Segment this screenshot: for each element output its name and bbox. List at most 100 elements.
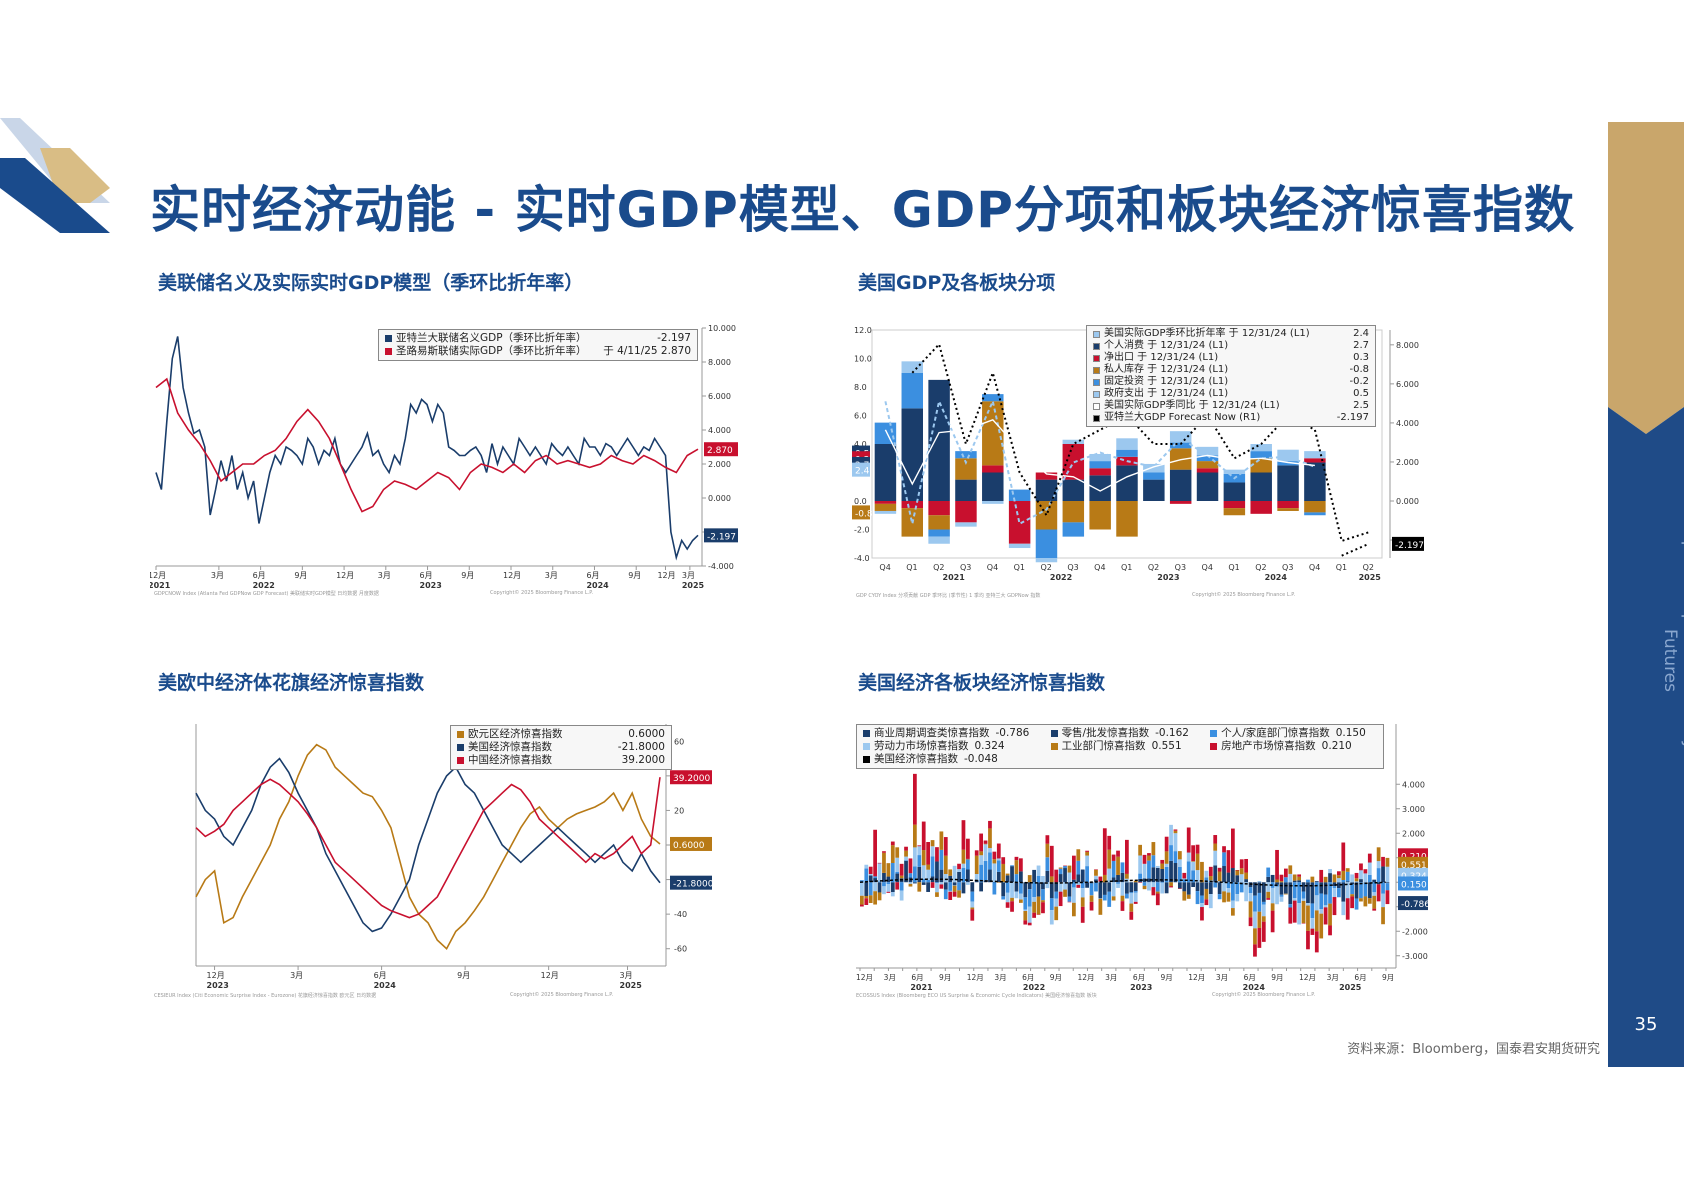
chart4-bar-2 (1191, 861, 1196, 871)
chart4-bar-1 (1133, 891, 1138, 893)
chart2-bar-0 (955, 479, 977, 501)
chart4-bar-4 (1102, 828, 1107, 875)
chart4-bar-0 (1253, 882, 1257, 896)
chart4-bar-4 (1257, 927, 1262, 948)
chart4-legend-value: 0.324 (974, 740, 1005, 752)
chart4-legend-name: 美国经济惊喜指数 (874, 753, 958, 765)
chart4-bar-0 (1213, 865, 1218, 883)
chart4-bar-2 (1014, 891, 1019, 899)
chart4-bar-2 (1155, 865, 1160, 868)
chart2-legend-item: 私人库存 于 12/31/24 (L1) -0.8 (1093, 364, 1369, 376)
chart2: 12.010.08.06.04.02.00.0-2.0-4.08.0006.00… (852, 318, 1440, 600)
chart4-bar-2 (1005, 892, 1010, 903)
chart4-xtick-label: 12月 (967, 973, 984, 982)
chart4-bar-4 (1195, 844, 1200, 854)
chart4-bar-3 (926, 864, 931, 870)
chart4-bar-3 (939, 831, 944, 850)
chart1-xtick-label: 12月 (336, 571, 354, 580)
chart4-bar-2 (1310, 918, 1315, 929)
chart4-xtick-label: 3月 (1105, 973, 1117, 982)
chart1-ytick-label: -4.000 (708, 562, 734, 571)
chart4-last-value-label-3: 0.150 (1401, 880, 1427, 890)
chart4-bar-3 (948, 869, 953, 876)
chart4-bar-2 (1049, 910, 1054, 925)
chart4-bar-3 (913, 824, 917, 848)
chart4-bar-4 (1266, 898, 1271, 900)
chart4-bar-1 (1284, 877, 1288, 883)
chart4-bar-0 (1345, 881, 1350, 883)
chart4-bar-4 (935, 847, 939, 862)
chart4-bar-2 (1381, 893, 1385, 908)
chart4-bar-3 (1288, 865, 1293, 874)
chart4-bar-0 (1270, 874, 1275, 883)
chart4-bar-4 (1367, 853, 1372, 863)
chart2-bar-1 (1250, 501, 1272, 514)
chart2-bar-4 (1062, 439, 1085, 444)
chart2-ytick-left: 12.0 (854, 326, 872, 335)
chart4-bar-0 (1001, 882, 1006, 897)
chart1-year-label: 2022 (253, 581, 275, 590)
chart1-xtick-label: 6月 (420, 571, 433, 580)
chart4-bar-2 (1063, 882, 1067, 890)
chart1-footnote: GDPCNOW Index (Atlanta Fed GDPNow GDP Fo… (154, 591, 379, 597)
chart2-line-0 (884, 398, 1316, 526)
chart2-bar-3 (1277, 461, 1299, 466)
chart4-bar-4 (1323, 907, 1328, 925)
chart4-year-label: 2025 (1339, 983, 1362, 992)
chart4-bar-3 (1160, 863, 1165, 869)
chart4-xtick-label: 12月 (1188, 973, 1205, 982)
chart4-bar-1 (877, 881, 882, 883)
chart4-xtick-label: 12月 (1299, 973, 1316, 982)
chart4-bar-1 (1173, 851, 1178, 863)
chart4-bar-3 (1279, 881, 1284, 883)
chart3-series-line-0 (195, 743, 661, 950)
chart4-bar-2 (921, 865, 926, 879)
chart4-bar-3 (1354, 878, 1359, 882)
chart4-bar-3 (1367, 898, 1372, 904)
chart4-bar-4 (1005, 902, 1010, 908)
chart4-legend-item: 劳动力市场惊喜指数 0.324 (863, 740, 1041, 753)
chart4-bar-0 (1301, 882, 1306, 892)
chart4-bar-2 (1231, 900, 1235, 909)
chart1-last-value-label-0-bg (704, 442, 738, 457)
chart4-bar-1 (939, 849, 944, 870)
chart4-bar-2 (1306, 903, 1310, 906)
chart4-svg: 4.0003.0002.0001.0000.000-1.000-2.000-3.… (856, 724, 1430, 992)
chart2-year-label: 2022 (1050, 573, 1072, 582)
chart2-xtick-label: Q4 (1094, 563, 1105, 572)
chart4-legend-grid: 商业周期调查类惊喜指数 -0.786 零售/批发惊喜指数 -0.162 个人/家庭部门惊… (863, 727, 1377, 766)
chart4-bar-0 (1058, 874, 1063, 883)
chart4-legend-swatch (863, 743, 870, 750)
chart4-xtick-label: 6月 (1022, 973, 1034, 982)
chart2-xtick-label: Q4 (879, 563, 890, 572)
chart4-bar-2 (1332, 887, 1337, 898)
chart4-bar-3 (860, 895, 864, 905)
chart2-year-label: 2021 (943, 573, 966, 582)
chart4-bar-2 (908, 882, 913, 884)
chart2-ytick-left: 8.0 (854, 383, 867, 392)
chart4-bar-1 (1323, 894, 1328, 906)
chart3-xtick-label: 3月 (290, 971, 303, 980)
chart4-last-value-label-1: 0.551 (1401, 861, 1427, 871)
chart2-forecast-line (911, 342, 1369, 543)
chart4-year-label: 2022 (1023, 983, 1045, 992)
chart3-series-line-2 (195, 777, 661, 919)
chart2-ytick-right: 2.000 (1396, 458, 1419, 467)
chart4-bar-3 (895, 847, 900, 858)
chart4-bar-4 (957, 863, 961, 870)
chart2-bar-3 (1304, 512, 1326, 516)
chart2-legend-item: 个人消费 于 12/31/24 (L1) 2.7 (1093, 340, 1369, 352)
chart4-bar-0 (1323, 882, 1328, 895)
chart4-bar-2 (930, 846, 935, 857)
chart4-legend-name: 个人/家庭部门惊喜指数 (1221, 727, 1330, 739)
chart4-bar-0 (1350, 882, 1355, 885)
chart4-bar-1 (1204, 877, 1209, 883)
chart2-bar-3 (955, 451, 977, 459)
chart4-bar-4 (1186, 827, 1191, 853)
chart4-bar-4 (1111, 854, 1116, 861)
chart2-bar-4 (1169, 431, 1192, 443)
chart4-bar-0 (1094, 879, 1098, 883)
chart2-legend-name: 固定投资 于 12/31/24 (L1) (1104, 376, 1229, 387)
chart4-bar-2 (1213, 850, 1218, 866)
chart2-ytick-right: 6.000 (1396, 380, 1419, 389)
